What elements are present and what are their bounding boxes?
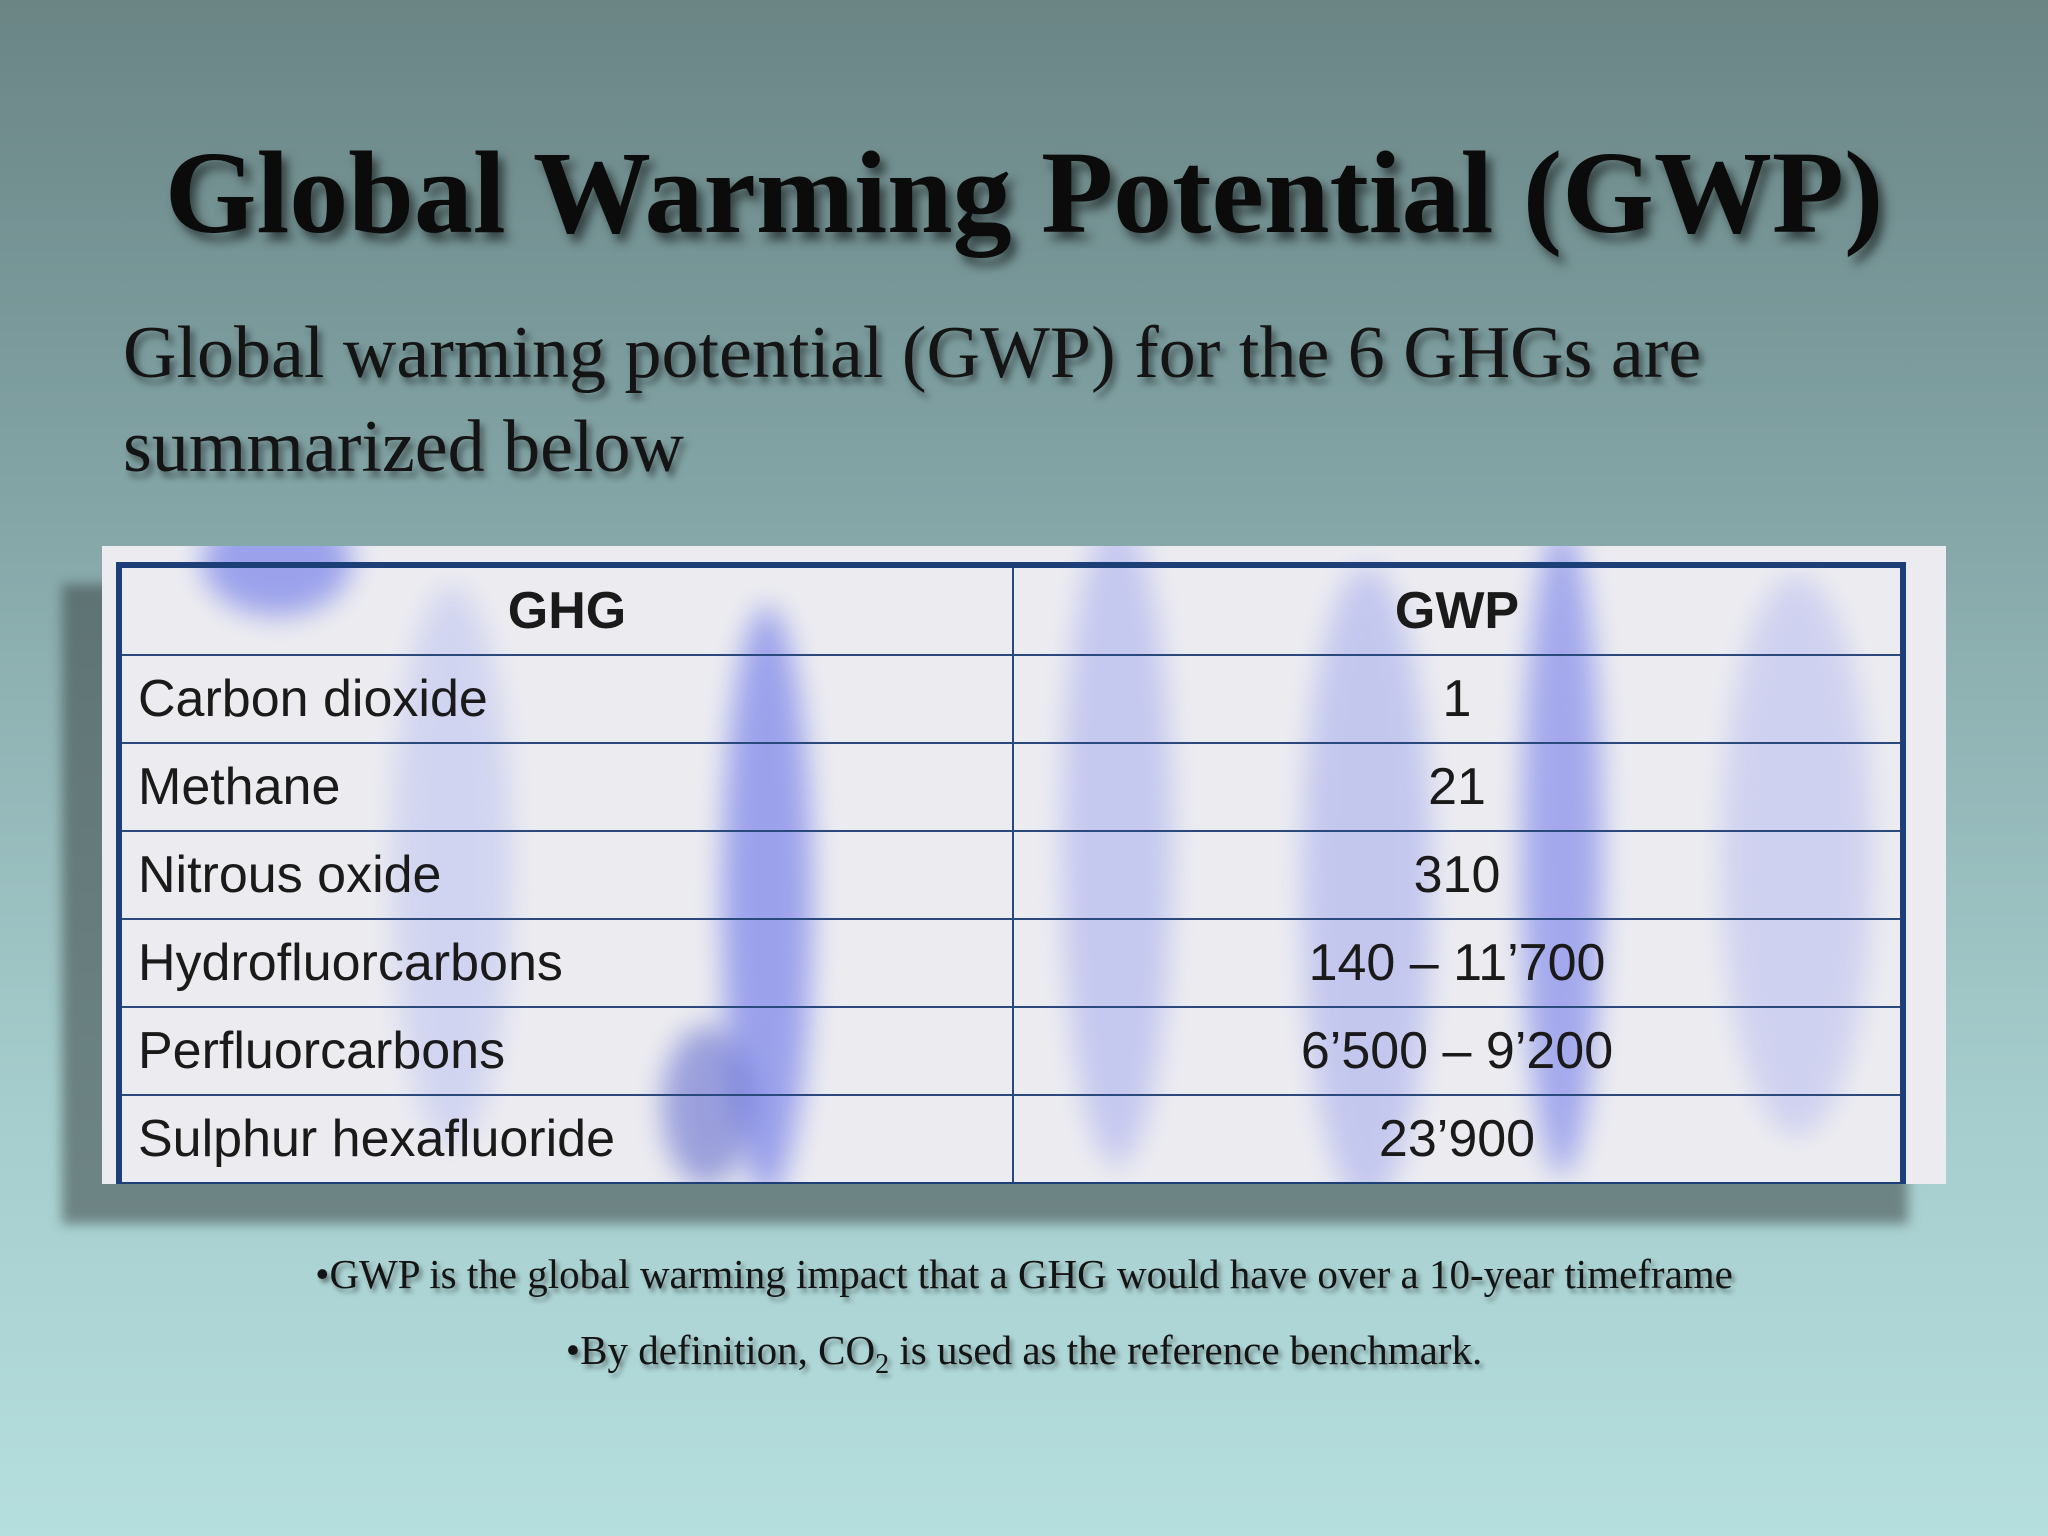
table-row: Carbon dioxide 1 [118, 654, 1904, 744]
footnote-co2-suffix: is used as the reference benchmark. [889, 1327, 1483, 1373]
footnote-gwp-definition: •GWP is the global warming impact that a… [315, 1251, 1733, 1297]
table-row: Nitrous oxide 310 [118, 830, 1904, 920]
footnote-co2-prefix: •By definition, CO [565, 1327, 876, 1373]
gwp-cell: 310 [1012, 830, 1904, 920]
gwp-table: GHG GWP Carbon dioxide 1 Methane 21 Nitr… [116, 562, 1906, 1184]
gwp-cell: 21 [1012, 742, 1904, 832]
table-row: Hydrofluorcarbons 140 – 11’700 [118, 918, 1904, 1008]
table-row: Methane 21 [118, 742, 1904, 832]
footnote-co2-subscript: 2 [875, 1349, 890, 1381]
column-header-ghg: GHG [118, 564, 1014, 656]
table-panel: GHG GWP Carbon dioxide 1 Methane 21 Nitr… [102, 546, 1946, 1184]
ghg-cell: Sulphur hexafluoride [118, 1094, 1014, 1184]
ghg-cell: Nitrous oxide [118, 830, 1014, 920]
ghg-cell: Methane [118, 742, 1014, 832]
gwp-cell: 1 [1012, 654, 1904, 744]
footnote-co2-benchmark: •By definition, CO2 is used as the refer… [0, 1312, 2048, 1403]
ghg-cell: Hydrofluorcarbons [118, 918, 1014, 1008]
ghg-cell: Perfluorcarbons [118, 1006, 1014, 1096]
slide-title: Global Warming Potential (GWP) [164, 127, 1884, 258]
slide-subtitle: Global warming potential (GWP) for the 6… [123, 312, 1702, 488]
column-header-gwp: GWP [1012, 564, 1904, 656]
gwp-cell: 140 – 11’700 [1012, 918, 1904, 1008]
gwp-cell: 23’900 [1012, 1094, 1904, 1184]
gwp-cell: 6’500 – 9’200 [1012, 1006, 1904, 1096]
footnotes: •GWP is the global warming impact that a… [0, 1236, 2048, 1403]
table-row: Sulphur hexafluoride 23’900 [118, 1094, 1904, 1184]
table-row: Perfluorcarbons 6’500 – 9’200 [118, 1006, 1904, 1096]
table-header-row: GHG GWP [118, 564, 1904, 656]
ghg-cell: Carbon dioxide [118, 654, 1014, 744]
